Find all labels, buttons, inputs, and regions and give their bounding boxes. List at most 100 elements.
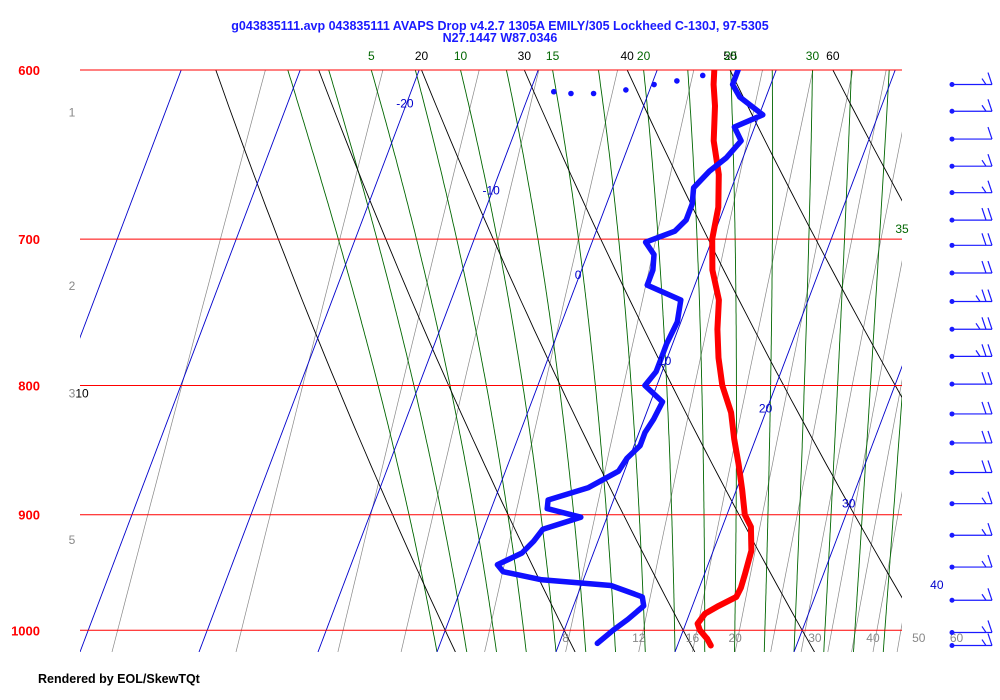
wind-barb: [949, 344, 993, 359]
mixing-ratio-label: 30: [808, 631, 822, 645]
wind-barb-flag: [981, 233, 987, 246]
mixing-ratio-line: [989, 70, 1000, 652]
wind-barb: [949, 371, 993, 387]
pressure-tick-label: 800: [18, 379, 40, 394]
wind-barb-flag: [987, 401, 993, 415]
moist-adiabat: [287, 70, 438, 652]
isotherm-label: 0: [575, 268, 582, 282]
wind-barb-flag: [981, 460, 987, 473]
dewpoint-point: [568, 90, 574, 97]
wind-barb-flag: [981, 371, 987, 385]
wind-barb: [949, 460, 993, 475]
dry-adiabat-label: 20: [415, 49, 429, 63]
wind-barb: [949, 260, 993, 276]
wind-barb-flag: [975, 322, 981, 330]
dry-adiabat: [626, 70, 902, 599]
wind-barb-flag: [987, 523, 993, 536]
isotherm: [793, 365, 902, 652]
wind-barb-flag: [981, 104, 987, 112]
wind-barb-flag: [987, 180, 993, 193]
mixing-ratio-line: [919, 70, 1000, 652]
isotherm-label: 40: [930, 578, 944, 592]
isotherm-label: -10: [483, 183, 501, 197]
wind-barb: [949, 430, 993, 446]
dry-adiabat: [421, 70, 696, 652]
wind-barb-flag: [987, 430, 993, 444]
moist-adiabat-label: 15: [546, 49, 560, 63]
wind-barb: [949, 207, 993, 223]
mixing-ratio-line: [827, 259, 902, 652]
render-credit: Rendered by EOL/SkewTQt: [38, 672, 200, 686]
isotherm: [555, 70, 777, 652]
wind-barb-flag: [987, 371, 993, 385]
wind-barb: [949, 289, 993, 305]
moist-adiabat: [687, 70, 706, 652]
wind-barb-flag: [987, 260, 993, 274]
wind-barb-flag: [987, 554, 993, 568]
wind-barb: [949, 317, 993, 332]
wind-barb: [949, 401, 993, 417]
isotherm-label: 10: [658, 354, 672, 368]
moist-adiabat: [505, 70, 587, 652]
dry-adiabat-label: 40: [621, 49, 635, 63]
mixing-ratio-line: [565, 70, 695, 652]
wind-barb-flag: [981, 626, 987, 633]
dry-adiabat: [318, 70, 576, 652]
isotherm: [436, 70, 658, 652]
mixing-ratio-line: [800, 131, 902, 652]
wind-barb-flag: [981, 289, 987, 302]
wind-barb: [949, 154, 993, 169]
isotherm: [674, 70, 896, 652]
wind-barb: [949, 523, 993, 538]
mixing-ratio-line: [851, 378, 902, 652]
wind-barb: [949, 620, 993, 635]
wind-barb: [949, 233, 993, 248]
wind-barb-flag: [987, 317, 993, 330]
wind-barb: [949, 588, 993, 603]
temperature-profile: [694, 70, 755, 649]
dry-adiabat: [215, 70, 456, 652]
isobars: [80, 69, 902, 631]
isotherm: [80, 70, 182, 339]
dewpoint-profile: [494, 70, 766, 647]
mixing-ratio-label: 20: [728, 631, 742, 645]
mixing-ratio-line: [111, 70, 266, 652]
pressure-tick-label: 900: [18, 508, 40, 523]
dry-adiabat: [523, 70, 815, 652]
wind-barb-flag: [981, 401, 987, 415]
mixing-ratio-label: 8: [562, 631, 569, 645]
height-label: 1: [69, 105, 76, 119]
wind-barb-flag: [987, 633, 993, 646]
mixing-ratio-label: 50: [912, 631, 926, 645]
wind-barb-flag: [981, 159, 987, 167]
moist-adiabat: [643, 70, 676, 652]
moist-adiabat: [460, 70, 557, 652]
isotherm: [317, 70, 539, 652]
sounding-profiles: [494, 70, 766, 649]
mixing-ratio-line: [692, 70, 814, 652]
moist-adiabat: [793, 70, 813, 652]
pressure-tick-label: 700: [18, 232, 40, 247]
isotherm: [913, 70, 1000, 652]
moist-adiabat: [913, 70, 962, 652]
wind-barb-flag: [981, 497, 987, 505]
wind-barb-flag: [981, 317, 987, 330]
mixing-ratio-line: [484, 70, 618, 652]
isotherm: [80, 70, 301, 652]
wind-barb-flag: [981, 639, 987, 646]
wind-barb-flag: [987, 289, 993, 302]
wind-barb-flag: [981, 528, 987, 536]
mixing-ratio-label: 40: [866, 631, 880, 645]
moist-adiabat-label: 20: [637, 49, 651, 63]
wind-barb-flag: [987, 126, 993, 140]
moist-adiabat: [882, 391, 902, 652]
wind-barb-flag: [975, 295, 981, 302]
wind-barb-column: [949, 72, 993, 649]
moist-adiabat-label: 30: [806, 49, 820, 63]
dry-adiabat: [832, 70, 902, 202]
mixing-ratio-line: [872, 490, 902, 652]
mixing-ratio-label: 16: [686, 631, 700, 645]
wind-barb-flag: [987, 154, 993, 167]
